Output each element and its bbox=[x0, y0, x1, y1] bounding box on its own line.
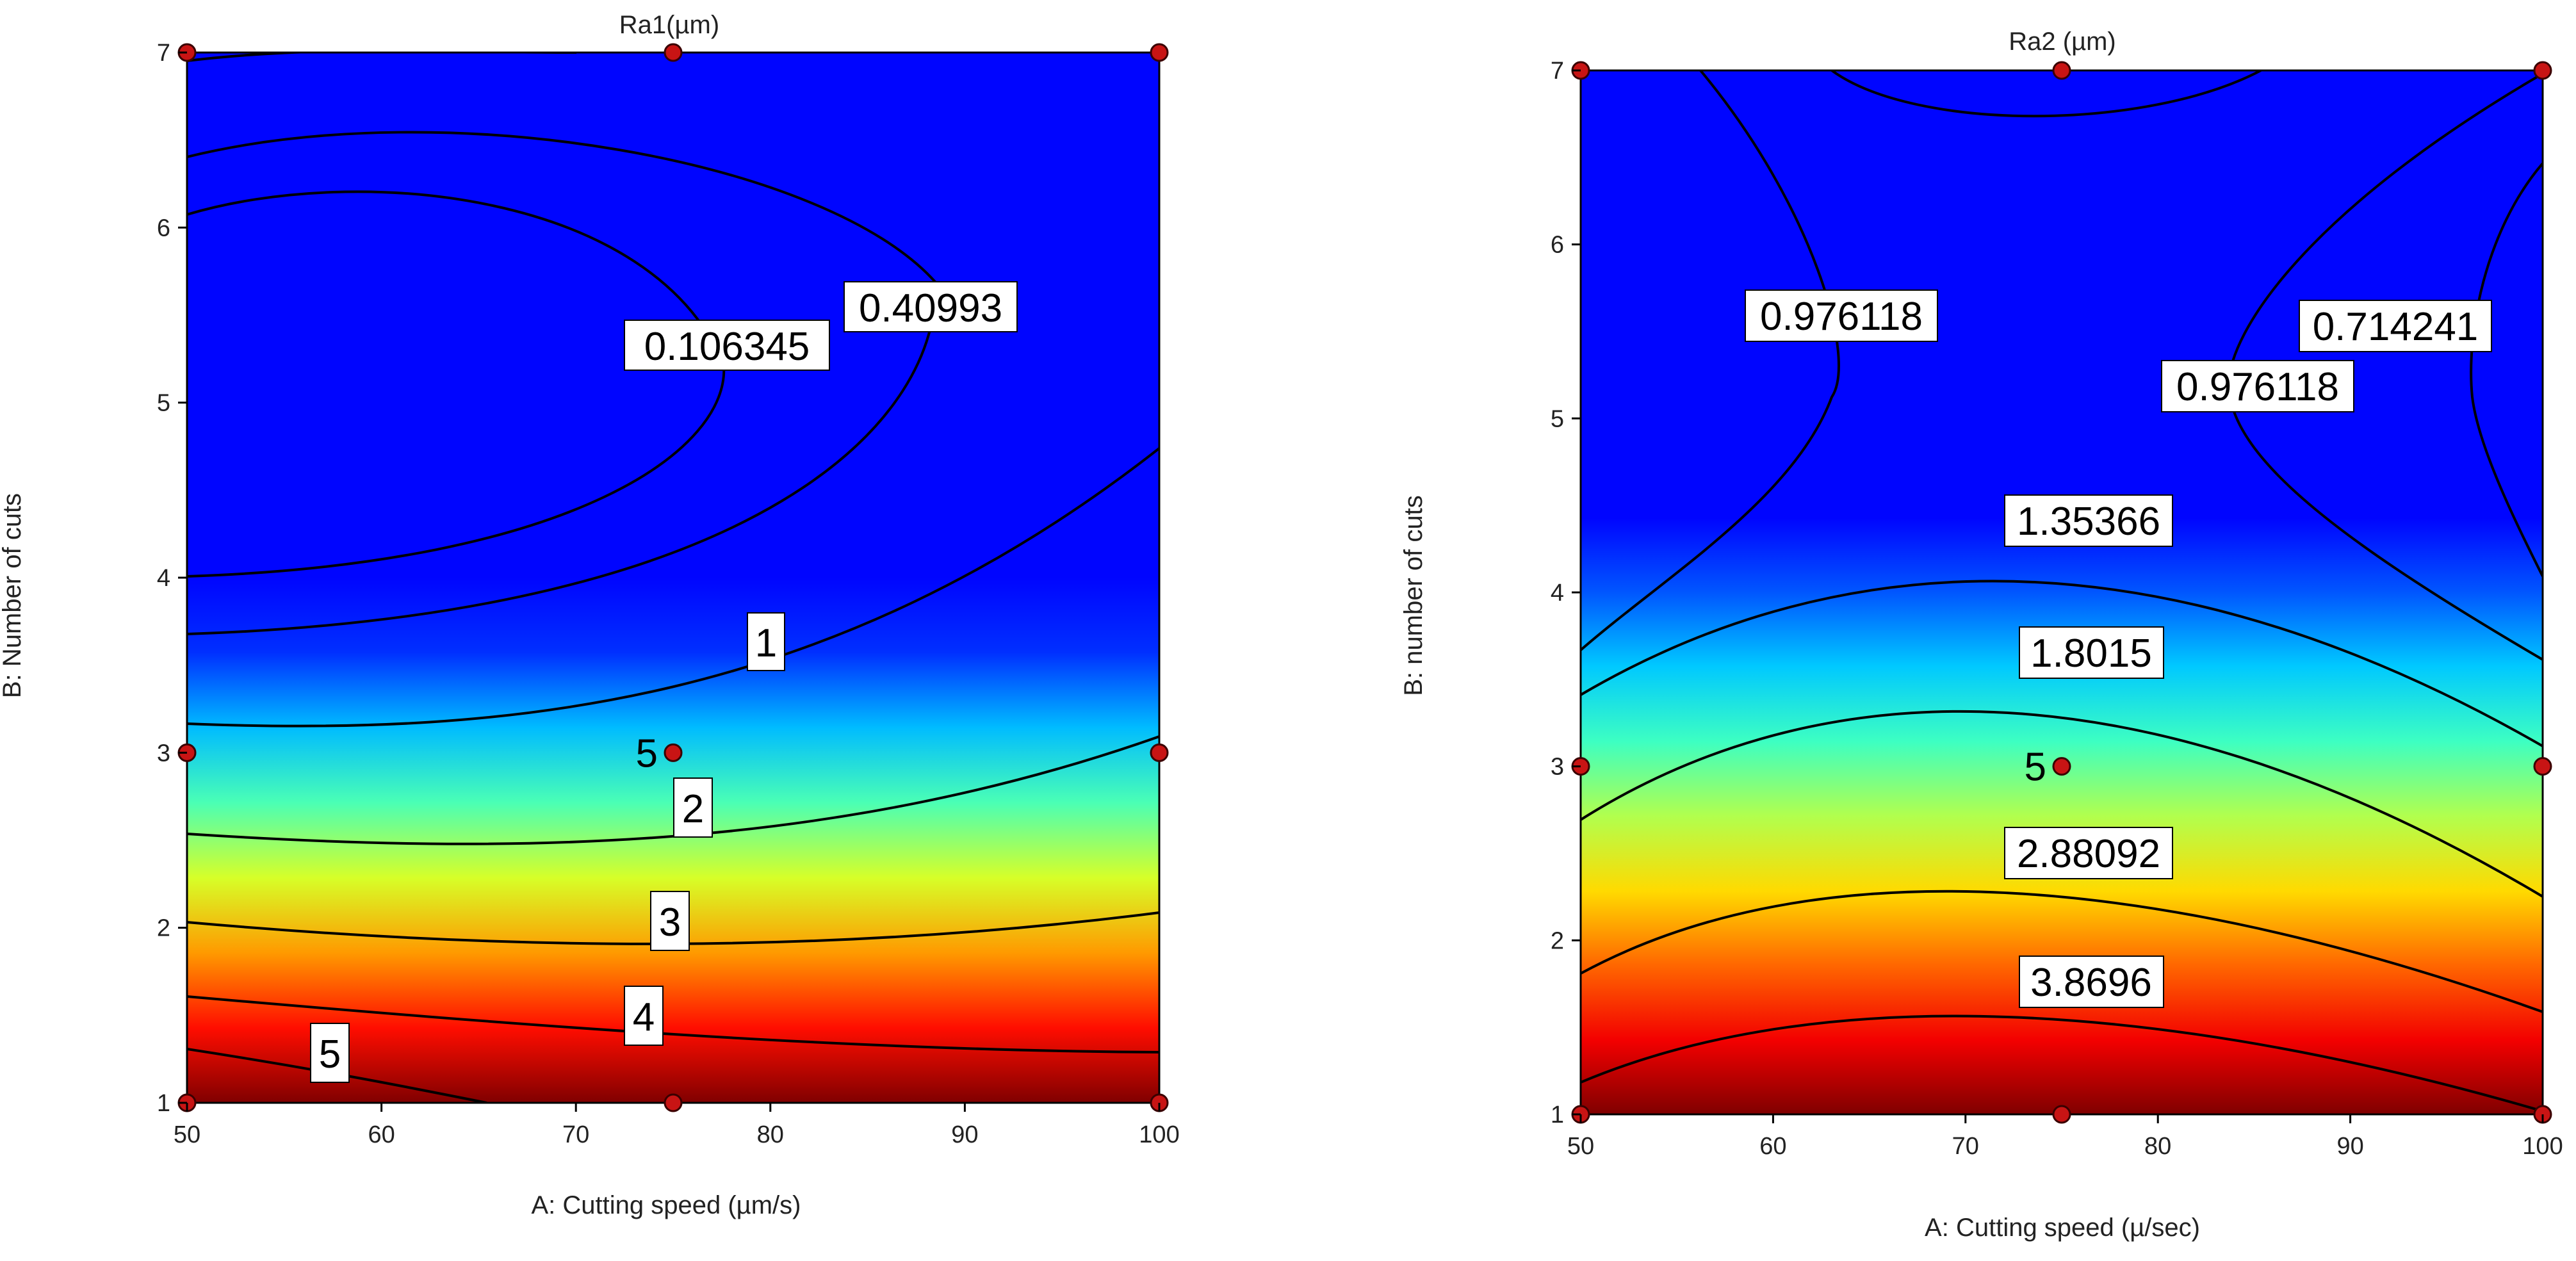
ra1-label-4: 4 bbox=[624, 986, 664, 1046]
ra1-x-axis-ticks: 50 60 70 80 90 100 bbox=[174, 1103, 1180, 1148]
ra2-label-0.714241: 0.714241 bbox=[2299, 300, 2492, 352]
ra1-label-1-text: 1 bbox=[755, 621, 777, 665]
y-tick-label-1: 1 bbox=[157, 1090, 170, 1117]
ra1-x-axis-label: A: Cutting speed (µm/s) bbox=[532, 1191, 801, 1219]
ra2-label-2.88092: 2.88092 bbox=[2004, 827, 2173, 879]
ra2-y-axis-label: B: number of cuts bbox=[1399, 495, 1428, 696]
ra2-line-2.88092 bbox=[1581, 890, 2543, 1013]
ra2-background bbox=[1581, 70, 2543, 1114]
ra1-label-0.106345: 0.106345 bbox=[624, 320, 830, 371]
design-point-2 bbox=[1150, 43, 1169, 62]
ra1-label-2: 2 bbox=[673, 777, 713, 838]
ra2-line-3.8696 bbox=[1581, 1014, 2543, 1112]
x-tick-label-60: 60 bbox=[1759, 1133, 1786, 1160]
panel-ra2: 0.976118 0.714241 0.976118 1.35366 1.801… bbox=[1399, 28, 2563, 1242]
panel-ra1: 0.106345 0.40993 1 2 3 4 bbox=[0, 11, 1180, 1219]
ra2-contour-labels: 0.976118 0.714241 0.976118 1.35366 1.801… bbox=[1745, 289, 2492, 1008]
x-tick-label-70: 70 bbox=[562, 1121, 589, 1148]
ra2-label-1.8015-text: 1.8015 bbox=[2030, 631, 2152, 676]
y-tick-label-3: 3 bbox=[157, 740, 170, 767]
ra1-line-5 bbox=[187, 1048, 487, 1103]
ra1-line-1 bbox=[187, 447, 1159, 728]
ra1-contour-labels: 0.106345 0.40993 1 2 3 4 bbox=[310, 281, 1018, 1083]
x-tick-label-50: 50 bbox=[174, 1121, 200, 1148]
x-tick-label-60: 60 bbox=[368, 1121, 395, 1148]
ra2-line-1.8015 bbox=[1581, 710, 2543, 898]
y-tick-label-2: 2 bbox=[157, 915, 170, 942]
x-tick-label-90: 90 bbox=[2336, 1133, 2363, 1160]
ra2-label-3.8696-text: 3.8696 bbox=[2030, 961, 2152, 1005]
ra1-line-1-top bbox=[187, 53, 576, 62]
ra1-label-4-text: 4 bbox=[633, 995, 655, 1039]
x-tick-label-50: 50 bbox=[1567, 1133, 1594, 1160]
design-point-2 bbox=[2533, 61, 2552, 80]
ra2-label-0.976118-left-text: 0.976118 bbox=[1760, 295, 1923, 339]
y-tick-label-3: 3 bbox=[1551, 754, 1564, 781]
ra2-line-0.976118-left bbox=[1581, 70, 1840, 651]
ra1-label-1: 1 bbox=[747, 612, 785, 671]
ra2-y-axis-ticks: 1 2 3 4 5 6 7 bbox=[1551, 58, 1581, 1128]
ra2-label-1.35366-text: 1.35366 bbox=[2017, 500, 2160, 544]
ra1-line-2 bbox=[187, 735, 1159, 845]
ra2-line-1.35366 bbox=[1581, 580, 2543, 747]
design-point-4 bbox=[664, 743, 683, 762]
ra1-y-axis-label: B: Number of cuts bbox=[0, 493, 26, 698]
ra2-label-2.88092-text: 2.88092 bbox=[2017, 832, 2160, 876]
x-tick-label-90: 90 bbox=[951, 1121, 978, 1148]
y-tick-label-5: 5 bbox=[1551, 405, 1564, 432]
ra1-label-5: 5 bbox=[310, 1023, 350, 1083]
design-point-5 bbox=[1150, 743, 1169, 762]
ra1-line-4 bbox=[187, 995, 1159, 1054]
ra1-label-0.106345-text: 0.106345 bbox=[644, 325, 810, 369]
ra1-y-axis-ticks: 1 2 3 4 5 6 7 bbox=[157, 40, 187, 1117]
ra2-x-axis-label: A: Cutting speed (µ/sec) bbox=[1925, 1214, 2200, 1242]
design-point-4 bbox=[2052, 757, 2071, 776]
y-tick-label-2: 2 bbox=[1551, 927, 1564, 954]
y-tick-label-6: 6 bbox=[1551, 232, 1564, 259]
ra1-design-points bbox=[177, 43, 1169, 1112]
x-tick-label-80: 80 bbox=[2144, 1133, 2171, 1160]
x-tick-label-80: 80 bbox=[757, 1121, 784, 1148]
design-point-7 bbox=[664, 1093, 683, 1112]
ra1-label-0.40993-text: 0.40993 bbox=[859, 286, 1002, 330]
x-tick-label-100: 100 bbox=[2522, 1133, 2563, 1160]
ra1-label-5-text: 5 bbox=[319, 1032, 341, 1077]
ra2-center-point-label: 5 bbox=[2025, 745, 2046, 790]
ra2-label-0.976118-right-text: 0.976118 bbox=[2176, 365, 2339, 409]
ra2-line-top-center bbox=[1830, 70, 2262, 118]
ra2-label-3.8696: 3.8696 bbox=[2019, 956, 2164, 1008]
y-tick-label-5: 5 bbox=[157, 390, 170, 417]
x-tick-label-100: 100 bbox=[1139, 1121, 1179, 1148]
y-tick-label-4: 4 bbox=[157, 565, 170, 592]
y-tick-label-7: 7 bbox=[157, 40, 170, 67]
design-point-5 bbox=[2533, 757, 2552, 776]
ra1-chart-title: Ra1(µm) bbox=[619, 11, 719, 39]
design-point-1 bbox=[664, 43, 683, 62]
ra2-x-axis-ticks: 50 60 70 80 90 100 bbox=[1567, 1114, 2563, 1160]
ra2-label-1.8015: 1.8015 bbox=[2019, 626, 2164, 679]
y-tick-label-1: 1 bbox=[1551, 1102, 1564, 1128]
ra2-label-0.714241-text: 0.714241 bbox=[2313, 305, 2479, 349]
ra1-center-point-label: 5 bbox=[636, 731, 658, 776]
design-point-1 bbox=[2052, 61, 2071, 80]
ra2-line-0.714241 bbox=[2470, 162, 2543, 577]
ra1-label-3-text: 3 bbox=[659, 900, 681, 945]
y-tick-label-4: 4 bbox=[1551, 580, 1564, 606]
ra2-chart-title: Ra2 (µm) bbox=[2009, 28, 2116, 56]
y-tick-label-6: 6 bbox=[157, 215, 170, 241]
ra1-label-3: 3 bbox=[650, 891, 690, 951]
ra2-label-0.976118-left: 0.976118 bbox=[1745, 289, 1938, 342]
design-point-7 bbox=[2052, 1105, 2071, 1124]
x-tick-label-70: 70 bbox=[1952, 1133, 1979, 1160]
ra1-label-0.40993: 0.40993 bbox=[844, 281, 1018, 332]
ra1-label-2-text: 2 bbox=[682, 787, 704, 831]
ra2-label-0.976118-right: 0.976118 bbox=[2161, 360, 2354, 412]
ra2-label-1.35366: 1.35366 bbox=[2004, 494, 2173, 547]
y-tick-label-7: 7 bbox=[1551, 58, 1564, 85]
